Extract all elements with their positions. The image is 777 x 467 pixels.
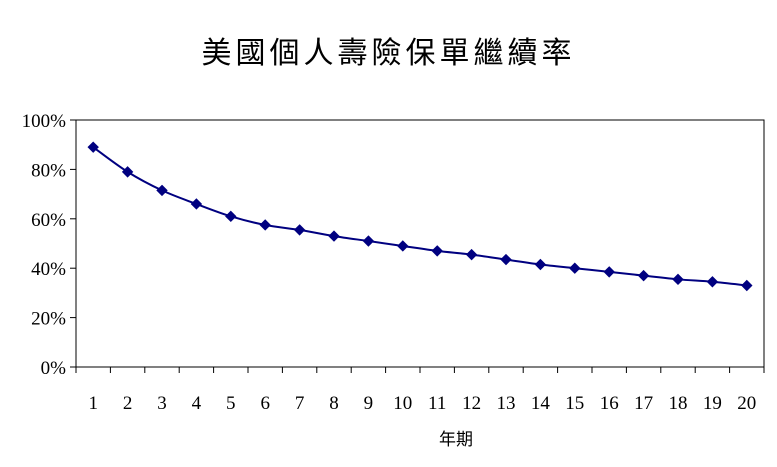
data-point xyxy=(672,273,684,286)
data-point xyxy=(637,269,650,282)
y-tick-label: 100% xyxy=(22,111,67,132)
x-tick-label: 8 xyxy=(329,393,339,414)
data-point xyxy=(156,184,168,197)
data-point xyxy=(603,266,615,278)
x-tick-label: 4 xyxy=(192,393,202,414)
y-tick-label: 20% xyxy=(31,309,66,330)
data-point xyxy=(259,219,271,231)
data-point xyxy=(741,279,753,292)
x-tick-label: 18 xyxy=(669,393,688,414)
data-point xyxy=(190,198,203,210)
data-point xyxy=(328,230,340,242)
x-tick-label: 13 xyxy=(497,393,516,414)
data-point xyxy=(500,253,512,266)
x-tick-label: 10 xyxy=(393,393,412,414)
plot-frame xyxy=(75,119,765,368)
chart-title: 美國個人壽險保單繼續率 xyxy=(201,36,576,71)
x-tick-label: 16 xyxy=(600,393,619,414)
x-tick-label: 6 xyxy=(260,393,270,414)
x-tick-label: 14 xyxy=(531,393,551,414)
x-tick-label: 12 xyxy=(462,393,481,414)
x-tick-label: 2 xyxy=(123,393,133,414)
data-point xyxy=(534,258,547,271)
data-point xyxy=(397,240,409,252)
x-tick-label: 20 xyxy=(737,393,756,414)
y-tick-label: 40% xyxy=(31,259,66,280)
x-tick-label: 19 xyxy=(703,393,722,414)
data-point xyxy=(706,276,719,288)
x-axis-label: 年期 xyxy=(439,430,473,449)
series-line xyxy=(92,146,747,287)
y-tick-label: 0% xyxy=(41,358,67,379)
data-point xyxy=(465,248,478,261)
data-point xyxy=(362,235,375,247)
data-point xyxy=(431,245,443,257)
data-point xyxy=(121,166,134,178)
x-tick-label: 11 xyxy=(428,393,446,414)
data-point xyxy=(569,262,581,274)
x-tick-label: 5 xyxy=(226,393,236,414)
data-point xyxy=(87,141,99,153)
data-point xyxy=(225,210,237,223)
x-tick-label: 1 xyxy=(88,393,98,414)
x-tick-label: 7 xyxy=(295,393,305,414)
x-tick-label: 15 xyxy=(565,393,584,414)
y-tick-label: 60% xyxy=(31,210,66,231)
x-tick-label: 17 xyxy=(634,393,653,414)
data-point xyxy=(293,224,306,236)
x-tick-label: 9 xyxy=(364,393,374,414)
y-tick-label: 80% xyxy=(31,160,66,181)
x-tick-label: 3 xyxy=(157,393,167,414)
